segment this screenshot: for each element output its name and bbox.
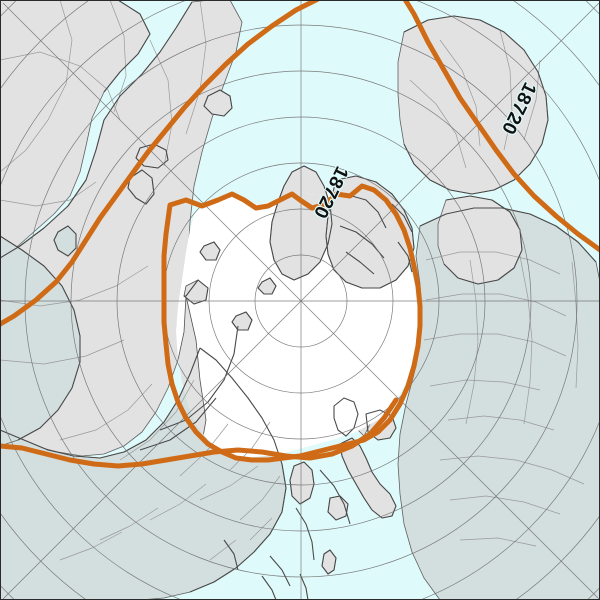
ice-extent-contour-asia-branch	[0, 397, 399, 469]
meridian-225	[2, 300, 302, 600]
contour-layer	[0, 0, 600, 469]
meridian-315	[2, 2, 302, 302]
ice-extent-contour-line-main	[402, 0, 600, 253]
meridian-135	[300, 300, 600, 600]
ice-extent-contour-line	[0, 0, 322, 328]
ice-extent-contour-closed	[161, 183, 423, 463]
meridian-45	[300, 2, 600, 302]
